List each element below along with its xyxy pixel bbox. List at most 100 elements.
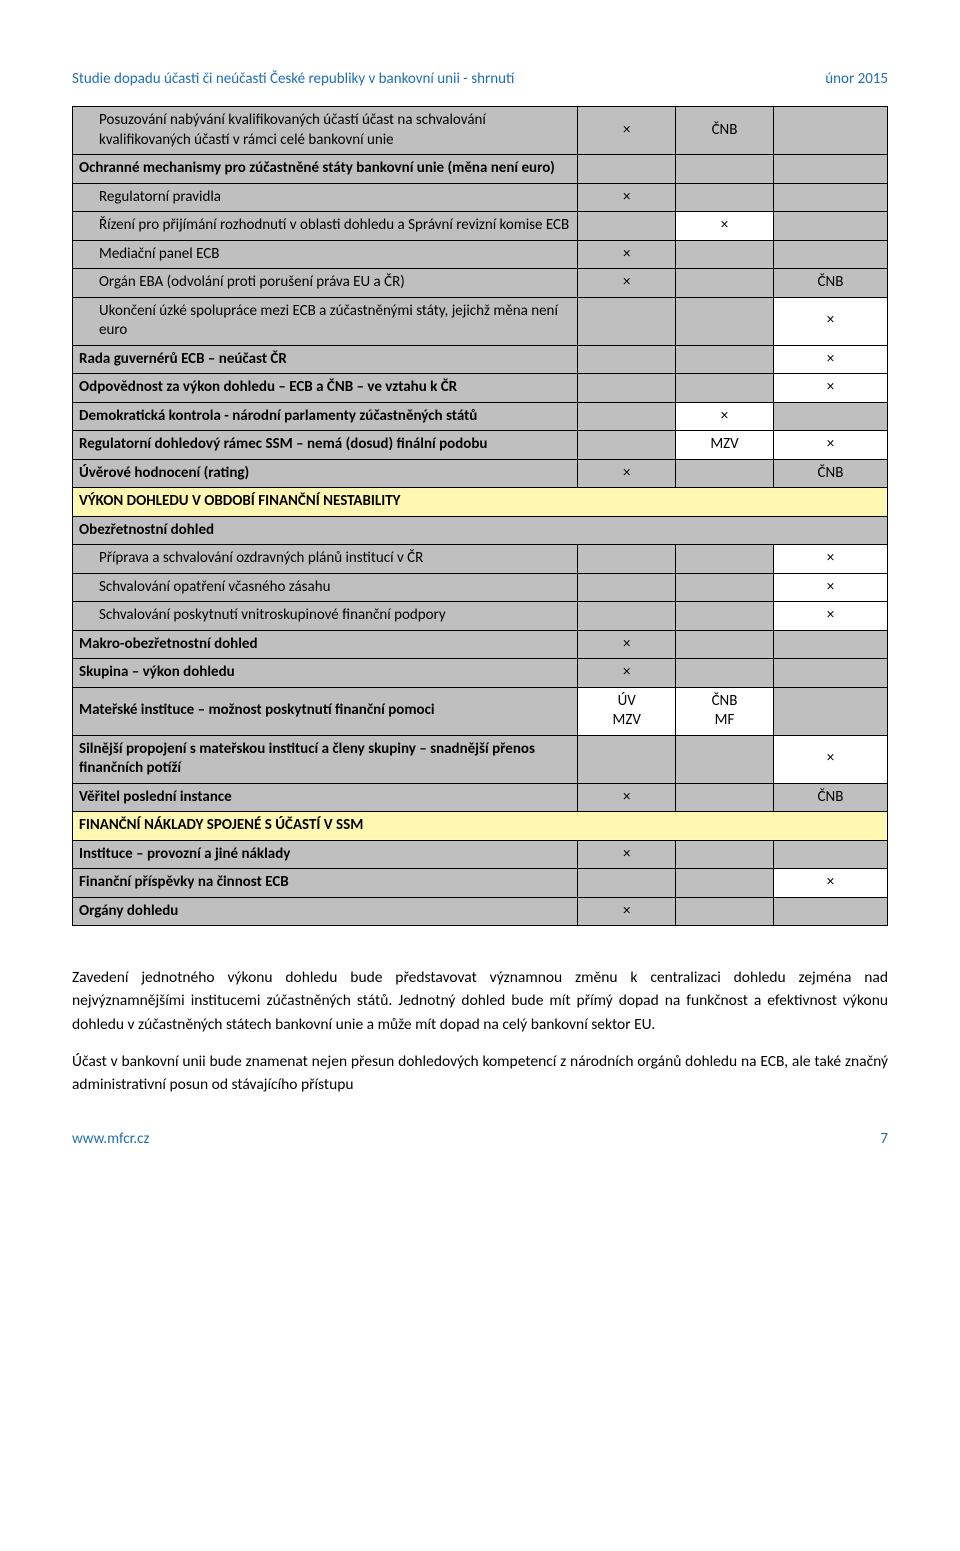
table-row: Odpovědnost za výkon dohledu – ECB a ČNB…: [73, 374, 888, 403]
cell-c4: ×: [773, 345, 887, 374]
cell-c4: [773, 897, 887, 926]
cell-c4: ×: [773, 602, 887, 631]
row-label: Posuzování nabývání kvalifikovaných účas…: [73, 107, 578, 155]
row-label: Věřitel poslední instance: [73, 783, 578, 812]
cell-c3: [676, 240, 774, 269]
cell-c3: [676, 269, 774, 298]
row-label: Instituce – provozní a jiné náklady: [73, 840, 578, 869]
cell-c3: [676, 735, 774, 783]
cell-c2: [578, 374, 676, 403]
body-text: Zavedení jednotného výkonu dohledu bude …: [72, 966, 888, 1096]
table-row: Regulatorní pravidla×: [73, 183, 888, 212]
table-row: VÝKON DOHLEDU V OBDOBÍ FINANČNÍ NESTABIL…: [73, 488, 888, 517]
cell-c4: ×: [773, 431, 887, 460]
cell-c2: ×: [578, 183, 676, 212]
row-label: Finanční příspěvky na činnost ECB: [73, 869, 578, 898]
cell-c4: ČNB: [773, 459, 887, 488]
cell-c3: [676, 602, 774, 631]
cell-c3: [676, 897, 774, 926]
table-row: Ochranné mechanismy pro zúčastněné státy…: [73, 155, 888, 184]
cell-c4: ×: [773, 869, 887, 898]
cell-c3: [676, 869, 774, 898]
table-row: Silnější propojení s mateřskou institucí…: [73, 735, 888, 783]
cell-c4: ×: [773, 573, 887, 602]
table-row: Regulatorní dohledový rámec SSM – nemá (…: [73, 431, 888, 460]
table-row: Finanční příspěvky na činnost ECB ×: [73, 869, 888, 898]
table-row: Rada guvernérů ECB – neúčast ČR ×: [73, 345, 888, 374]
header-left: Studie dopadu účasti či neúčasti České r…: [72, 70, 514, 88]
cell-c3: [676, 345, 774, 374]
row-label: Schvalování opatření včasného zásahu: [73, 573, 578, 602]
table-row: Schvalování opatření včasného zásahu ×: [73, 573, 888, 602]
cell-c2: ÚVMZV: [578, 687, 676, 735]
cell-c3: [676, 297, 774, 345]
table-row: Skupina – výkon dohledu×: [73, 659, 888, 688]
row-label: Orgány dohledu: [73, 897, 578, 926]
cell-c4: [773, 840, 887, 869]
cell-c4: [773, 687, 887, 735]
table-row: Obezřetnostní dohled: [73, 516, 888, 545]
cell-c2: ×: [578, 840, 676, 869]
table-row: Posuzování nabývání kvalifikovaných účas…: [73, 107, 888, 155]
cell-c3: ×: [676, 212, 774, 241]
cell-c4: [773, 183, 887, 212]
row-label: Rada guvernérů ECB – neúčast ČR: [73, 345, 578, 374]
row-label: Regulatorní dohledový rámec SSM – nemá (…: [73, 431, 578, 460]
cell-c3: [676, 374, 774, 403]
cell-c3: [676, 183, 774, 212]
cell-c3: [676, 545, 774, 574]
cell-c3: ×: [676, 402, 774, 431]
cell-c4: ×: [773, 297, 887, 345]
row-label: Skupina – výkon dohledu: [73, 659, 578, 688]
cell-c4: ×: [773, 735, 887, 783]
footer-right: 7: [880, 1130, 888, 1148]
cell-c3: ČNB: [676, 107, 774, 155]
paragraph-2: Účast v bankovní unii bude znamenat neje…: [72, 1050, 888, 1097]
row-label: Makro-obezřetnostní dohled: [73, 630, 578, 659]
cell-c2: ×: [578, 897, 676, 926]
cell-c2: ×: [578, 659, 676, 688]
cell-c4: [773, 659, 887, 688]
table-row: Makro-obezřetnostní dohled×: [73, 630, 888, 659]
row-label: Schvalování poskytnutí vnitroskupinové f…: [73, 602, 578, 631]
row-label: Regulatorní pravidla: [73, 183, 578, 212]
cell-c4: [773, 630, 887, 659]
cell-c2: ×: [578, 107, 676, 155]
row-label: Ochranné mechanismy pro zúčastněné státy…: [73, 155, 578, 184]
cell-c3: [676, 840, 774, 869]
cell-c3: ČNBMF: [676, 687, 774, 735]
cell-c3: [676, 155, 774, 184]
page-footer: www.mfcr.cz 7: [72, 1130, 888, 1148]
row-label: Odpovědnost za výkon dohledu – ECB a ČNB…: [73, 374, 578, 403]
cell-c2: [578, 735, 676, 783]
table-row: Věřitel poslední instance×ČNB: [73, 783, 888, 812]
cell-c2: [578, 602, 676, 631]
table-row: Orgány dohledu×: [73, 897, 888, 926]
table-row: Řízení pro přijímání rozhodnutí v oblast…: [73, 212, 888, 241]
row-label: Silnější propojení s mateřskou institucí…: [73, 735, 578, 783]
table-row: Orgán EBA (odvolání proti porušení práva…: [73, 269, 888, 298]
table-row: Ukončení úzké spolupráce mezi ECB a zúča…: [73, 297, 888, 345]
cell-c3: [676, 659, 774, 688]
cell-c3: [676, 783, 774, 812]
cell-c4: ČNB: [773, 269, 887, 298]
cell-c4: [773, 240, 887, 269]
cell-c3: [676, 459, 774, 488]
cell-c3: MZV: [676, 431, 774, 460]
cell-c2: ×: [578, 630, 676, 659]
cell-c2: [578, 345, 676, 374]
footer-left: www.mfcr.cz: [72, 1130, 149, 1148]
row-label: Mateřské instituce – možnost poskytnutí …: [73, 687, 578, 735]
cell-c2: [578, 869, 676, 898]
table-row: Úvěrové hodnocení (rating)×ČNB: [73, 459, 888, 488]
table-row: Mateřské instituce – možnost poskytnutí …: [73, 687, 888, 735]
table-row: Mediační panel ECB×: [73, 240, 888, 269]
row-label: Ukončení úzké spolupráce mezi ECB a zúča…: [73, 297, 578, 345]
row-label: Řízení pro přijímání rozhodnutí v oblast…: [73, 212, 578, 241]
table-row: Demokratická kontrola - národní parlamen…: [73, 402, 888, 431]
cell-c3: [676, 573, 774, 602]
cell-c4: ČNB: [773, 783, 887, 812]
row-label: FINANČNÍ NÁKLADY SPOJENÉ S ÚČASTÍ V SSM: [73, 812, 888, 841]
paragraph-1: Zavedení jednotného výkonu dohledu bude …: [72, 966, 888, 1036]
row-label: Mediační panel ECB: [73, 240, 578, 269]
